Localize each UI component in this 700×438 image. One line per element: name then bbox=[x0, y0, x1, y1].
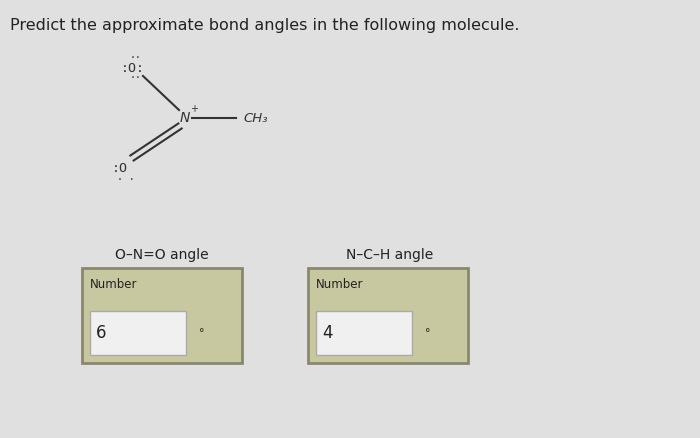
Text: °: ° bbox=[426, 328, 430, 338]
Text: Number: Number bbox=[90, 278, 137, 291]
Text: N–C–H angle: N–C–H angle bbox=[346, 248, 433, 262]
Text: °: ° bbox=[199, 328, 204, 338]
Text: · ·: · · bbox=[117, 175, 135, 185]
Text: ··: ·· bbox=[130, 73, 142, 83]
FancyBboxPatch shape bbox=[90, 311, 186, 355]
Text: N: N bbox=[180, 111, 190, 125]
Text: 6: 6 bbox=[96, 324, 106, 342]
Text: :O: :O bbox=[112, 162, 128, 174]
FancyBboxPatch shape bbox=[316, 311, 412, 355]
Text: CH₃: CH₃ bbox=[244, 112, 268, 124]
Text: +: + bbox=[190, 104, 198, 114]
Text: ··: ·· bbox=[130, 53, 142, 63]
FancyBboxPatch shape bbox=[308, 268, 468, 363]
Text: O–N=O angle: O–N=O angle bbox=[116, 248, 209, 262]
Text: 4: 4 bbox=[322, 324, 332, 342]
FancyBboxPatch shape bbox=[82, 268, 242, 363]
Text: Number: Number bbox=[316, 278, 363, 291]
Text: :O:: :O: bbox=[121, 61, 145, 74]
Text: Predict the approximate bond angles in the following molecule.: Predict the approximate bond angles in t… bbox=[10, 18, 519, 33]
